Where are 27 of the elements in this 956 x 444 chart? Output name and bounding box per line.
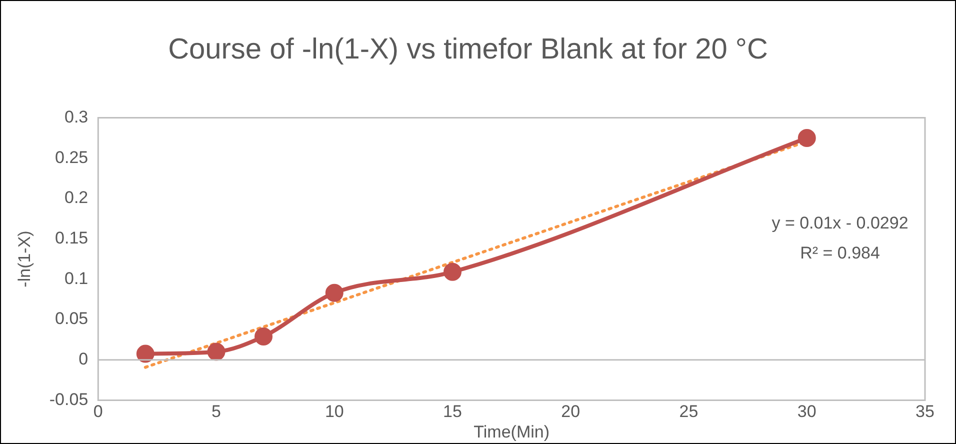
annotation: R² = 0.984	[800, 243, 880, 262]
point	[325, 284, 344, 302]
annotation: y = 0.01x - 0.0292	[772, 213, 908, 232]
point	[254, 327, 273, 346]
x-tick-label: 10	[324, 402, 344, 422]
y-tick-label: 0.3	[64, 107, 88, 126]
x-tick-label: 20	[561, 402, 580, 422]
point	[207, 342, 226, 361]
x-tick-label: 5	[212, 402, 222, 422]
x-tick-label: 15	[443, 402, 462, 422]
y-tick-label: 0.2	[64, 188, 88, 208]
y-tick-label: 0.25	[55, 148, 88, 167]
y-tick-label: 0.1	[64, 268, 88, 288]
x-axis-title: Time(Min)	[474, 422, 550, 442]
y-tick-label: 0.15	[55, 228, 88, 248]
point	[798, 128, 816, 147]
point	[444, 262, 462, 281]
y-tick-label: 0.05	[55, 309, 88, 328]
x-tick-label: 35	[916, 402, 934, 422]
x-tick-label: 25	[679, 402, 698, 422]
x-tick-label: 0	[93, 402, 103, 422]
y-tick-label: 0	[78, 350, 88, 369]
x-tick-label: 30	[797, 402, 816, 422]
point	[136, 344, 154, 363]
y-axis-title: -ln(1-X)	[14, 230, 34, 288]
y-tick-label: -0.05	[49, 390, 88, 409]
chart-title: Course of -ln(1-X) vs timefor Blank at for 20 °C	[168, 33, 768, 66]
